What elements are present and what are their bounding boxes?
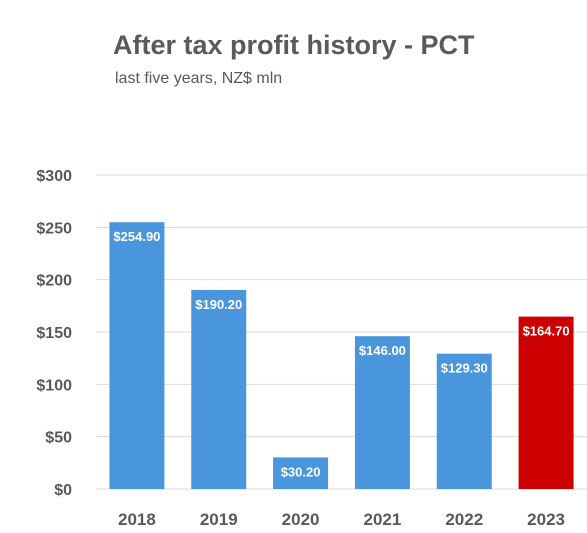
bars: $254.90 $190.20 $30.20 $146.00 $129.30 $164.7… <box>109 222 574 490</box>
y-tick-label: $300 <box>36 168 72 185</box>
y-tick-label: $100 <box>36 377 72 394</box>
bar-2019 <box>191 289 247 489</box>
data-label-2018: $254.90 <box>113 229 160 244</box>
y-tick-label: $250 <box>36 220 72 237</box>
bar-2018 <box>109 222 165 490</box>
x-tick-label-2021: 2021 <box>364 510 402 529</box>
y-tick-label: $150 <box>36 325 72 342</box>
gridlines <box>96 174 587 490</box>
bar-2020 <box>273 457 329 489</box>
x-tick-label-2018: 2018 <box>118 510 156 529</box>
x-tick-label-2023: 2023 <box>527 510 565 529</box>
chart-title: After tax profit history - PCT <box>113 30 475 60</box>
data-label-2023: $164.70 <box>523 324 570 339</box>
chart-subtitle: last five years, NZ$ mln <box>115 70 283 87</box>
bar-2022 <box>436 353 492 489</box>
x-tick-label-2020: 2020 <box>282 510 320 529</box>
data-label-2019: $190.20 <box>195 297 242 312</box>
y-tick-label: $200 <box>36 273 72 290</box>
y-axis: $0 $50 $100 $150 $200 $250 $300 <box>36 168 72 499</box>
x-tick-label-2022: 2022 <box>445 510 483 529</box>
y-tick-label: $0 <box>54 482 72 499</box>
data-label-2021: $146.00 <box>359 343 406 358</box>
bar-2021 <box>354 336 410 489</box>
x-axis: 2018 2019 2020 2021 2022 2023 <box>118 510 565 529</box>
data-label-2022: $129.30 <box>441 361 488 376</box>
x-tick-label-2019: 2019 <box>200 510 238 529</box>
y-tick-label: $50 <box>45 430 72 447</box>
data-label-2020: $30.20 <box>281 464 321 479</box>
bar-2023 <box>518 316 574 489</box>
